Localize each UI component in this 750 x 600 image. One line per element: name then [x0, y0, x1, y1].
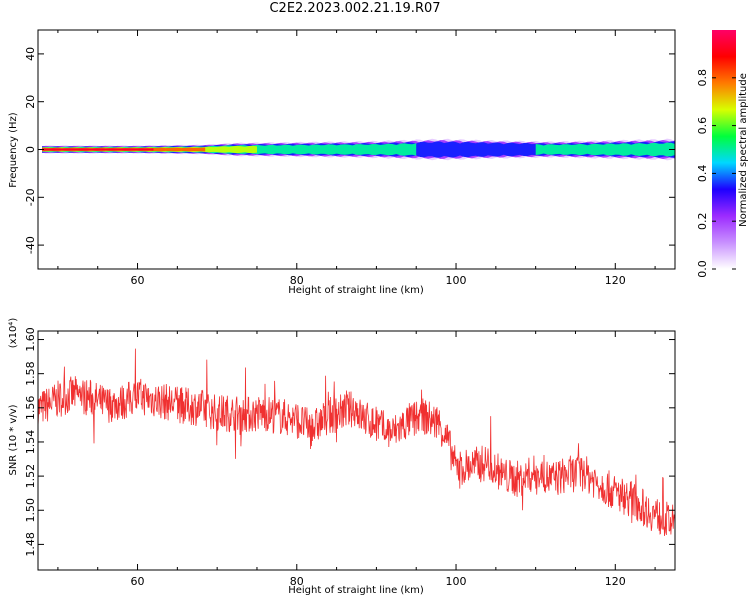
spectrogram-x-tick-label: 60 [131, 274, 145, 287]
colorbar-tick-label: 0.6 [696, 117, 709, 135]
spectrogram-y-label: Frequency (Hz) [8, 112, 19, 188]
snr-y-tick-label: 1.48 [24, 532, 37, 557]
snr-x-tick-label: 60 [131, 575, 145, 588]
snr-frame [37, 330, 676, 571]
snr-x-tick-label: 120 [605, 575, 626, 588]
colorbar-tick-label: 0.2 [696, 212, 709, 230]
colorbar-label: Normalized spectral amplitude [738, 73, 749, 227]
spectrogram-y-ticks: -40 -20 0 20 40 [24, 47, 675, 254]
spectrogram-y-tick-label: 20 [24, 95, 37, 109]
spectrogram-y-tick-label: -40 [24, 236, 37, 254]
spectrogram-y-tick-label: -20 [24, 188, 37, 206]
spectrogram-x-label: Height of straight line (km) [288, 285, 424, 296]
snr-y-ticks: 1.48 1.50 1.52 1.54 1.56 1.58 1.60 [24, 327, 675, 557]
snr-x-tick-label: 80 [290, 575, 304, 588]
snr-x-label: Height of straight line (km) [288, 585, 424, 596]
snr-line [38, 348, 675, 537]
colorbar-tick-label: 0.8 [696, 69, 709, 87]
snr-y-label: SNR (10 * v/v) [8, 404, 19, 475]
spectrogram-x-tick-label: 80 [290, 274, 304, 287]
chart-title: C2E2.2023.002.21.19.R07 [269, 1, 441, 16]
colorbar: 0.0 0.2 0.4 0.6 0.8 Normalized spectral ampl… [696, 30, 749, 278]
snr-y-tick-label: 1.60 [24, 327, 37, 352]
snr-y-tick-label: 1.56 [24, 396, 37, 421]
spectrogram-x-tick-label: 120 [605, 274, 626, 287]
spectral-band [42, 138, 675, 161]
snr-plot-area [38, 331, 675, 570]
snr-y-tick-label: 1.50 [24, 498, 37, 523]
spectrogram-x-ticks: 60 80 100 120 [57, 30, 656, 287]
snr-x-ticks: 60 80 100 120 [57, 331, 656, 588]
snr-y-tick-label: 1.54 [24, 430, 37, 455]
snr-y-multiplier: (x10⁴) [8, 318, 19, 349]
snr-series [38, 348, 675, 537]
snr-y-tick-label: 1.58 [24, 361, 37, 386]
snr-panel: 60 80 100 120 1.481.501.521.541.561.581.60 … [8, 318, 676, 596]
snr-x-tick-label: 100 [446, 575, 467, 588]
spectrogram-panel: 60 80 100 120 -40 -20 0 20 40 Height of straigh… [8, 29, 676, 296]
spectrogram-y-tick-label: 0 [24, 146, 37, 153]
colorbar-gradient [712, 30, 736, 269]
spectrogram-x-tick-label: 100 [446, 274, 467, 287]
colorbar-tick-label: 0.0 [696, 260, 709, 278]
spectral-contour [535, 142, 675, 157]
colorbar-tick-label: 0.4 [696, 165, 709, 183]
colorbar-ticks: 0.0 0.2 0.4 0.6 0.8 [696, 69, 736, 278]
snr-y-tick-label: 1.52 [24, 464, 37, 489]
spectrogram-y-tick-label: 40 [24, 47, 37, 61]
spectral-contour [42, 148, 154, 151]
